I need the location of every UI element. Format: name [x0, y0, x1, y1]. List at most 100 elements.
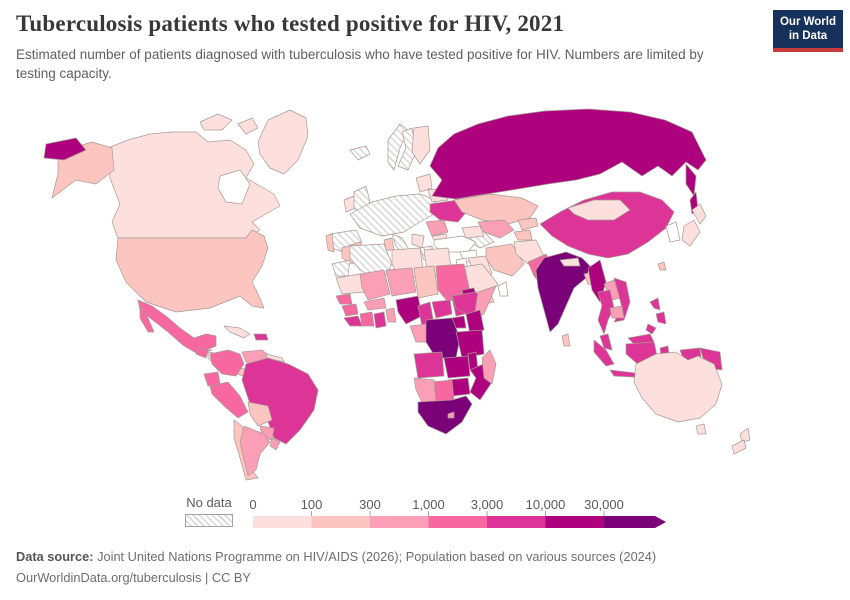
region-mexico[interactable] [137, 299, 217, 355]
region-central-african-republic[interactable] [431, 299, 453, 319]
region-japan[interactable] [691, 203, 707, 225]
region-chad[interactable] [413, 265, 439, 299]
region-burkina-faso[interactable] [363, 297, 387, 311]
region-thailand[interactable] [597, 289, 615, 335]
region-finland[interactable] [411, 125, 431, 165]
owid-logo-line2: in Data [788, 30, 828, 42]
region-oman[interactable] [497, 281, 509, 297]
region-united-states[interactable] [115, 229, 269, 313]
hudson-bay [217, 169, 251, 205]
region-vietnam[interactable] [613, 277, 631, 323]
legend-tick-1: 100 [301, 497, 323, 512]
legend-tick-3: 1,000 [412, 497, 445, 512]
region-tunisia[interactable] [383, 237, 395, 251]
no-data-swatch [185, 514, 233, 527]
legend-tick-0: 0 [249, 497, 256, 512]
owid-logo[interactable]: Our World in Data [773, 10, 843, 52]
region-malaysia[interactable] [599, 333, 613, 351]
region-lesotho[interactable] [447, 411, 455, 419]
legend-arrow [655, 516, 666, 528]
region-mongolia[interactable] [567, 199, 631, 221]
region-kenya[interactable] [465, 309, 485, 335]
region-madagascar[interactable] [481, 349, 497, 385]
region-sierra-leone-liberia[interactable] [343, 315, 363, 327]
region-balkans[interactable] [411, 233, 425, 249]
region-nigeria[interactable] [395, 295, 423, 325]
region-ecuador[interactable] [203, 371, 221, 387]
region-angola[interactable] [413, 351, 445, 379]
region-colombia[interactable] [209, 349, 245, 377]
region-kazakhstan[interactable] [453, 193, 539, 225]
region-south-africa[interactable] [417, 395, 473, 435]
region-guatemala[interactable] [195, 347, 209, 359]
region-western-sahara[interactable] [331, 259, 351, 277]
license-line[interactable]: OurWorldinData.org/tuberculosis | CC BY [16, 570, 251, 586]
region-niger[interactable] [385, 267, 417, 297]
region-zambia[interactable] [443, 355, 471, 379]
legend-swatch-1[interactable] [311, 516, 371, 528]
region-ghana[interactable] [373, 311, 387, 329]
region-senegal[interactable] [335, 293, 353, 305]
region-cuba[interactable] [223, 325, 251, 339]
region-togo-benin[interactable] [385, 307, 397, 323]
legend-swatch-5[interactable] [545, 516, 605, 528]
region-sri-lanka[interactable] [561, 333, 571, 347]
region-peru[interactable] [209, 381, 249, 419]
legend-color-bar[interactable]: 0 100 300 1,000 3,000 10,000 30,000 [240, 492, 680, 532]
region-portugal[interactable] [325, 233, 335, 253]
region-namibia[interactable] [413, 377, 437, 403]
region-chukotka[interactable] [43, 137, 87, 161]
region-brazil[interactable] [241, 357, 319, 445]
region-canada-arctic[interactable] [237, 117, 259, 135]
region-new-zealand[interactable] [731, 439, 747, 455]
legend-swatch-4[interactable] [487, 516, 546, 528]
legend-no-data[interactable]: No data [184, 495, 234, 527]
legend-swatch-3[interactable] [428, 516, 488, 528]
region-philippines[interactable] [649, 297, 661, 311]
region-tajikistan[interactable] [513, 229, 533, 241]
legend-swatch-6[interactable] [604, 516, 655, 528]
region-philippines[interactable] [655, 311, 667, 325]
region-japan[interactable] [681, 219, 701, 247]
region-kamchatka[interactable] [685, 163, 697, 197]
legend-swatch-0[interactable] [253, 516, 312, 528]
legend-swatch-2[interactable] [370, 516, 429, 528]
legend-no-data-label: No data [186, 495, 232, 510]
region-baltic-states[interactable] [415, 173, 433, 193]
region-uzbekistan[interactable] [477, 219, 515, 239]
region-greenland[interactable] [257, 109, 309, 175]
region-australia[interactable] [633, 351, 723, 423]
region-tasmania[interactable] [695, 423, 707, 435]
data-source-label: Data source: [16, 549, 94, 564]
region-indonesia-sumatra[interactable] [593, 339, 615, 367]
region-romania[interactable] [425, 219, 449, 237]
region-argentina[interactable] [239, 425, 271, 477]
region-russia[interactable] [429, 108, 707, 200]
region-canada[interactable] [107, 131, 281, 239]
region-sweden[interactable] [397, 127, 417, 171]
region-new-zealand[interactable] [739, 427, 751, 443]
region-iran[interactable] [485, 243, 525, 277]
legend-tick-4: 3,000 [471, 497, 504, 512]
region-iceland[interactable] [349, 145, 371, 161]
region-canada-arctic[interactable] [199, 113, 233, 131]
region-hispaniola[interactable] [253, 333, 269, 341]
region-korea[interactable] [665, 221, 681, 243]
region-mauritania[interactable] [335, 273, 365, 295]
region-guinea[interactable] [341, 303, 359, 317]
region-bolivia[interactable] [247, 401, 273, 427]
region-caucasus[interactable] [461, 225, 485, 239]
region-taiwan[interactable] [657, 261, 667, 271]
region-india[interactable] [535, 251, 591, 333]
region-cote-divoire[interactable] [359, 311, 375, 327]
region-uruguay[interactable] [269, 437, 281, 451]
region-nepal[interactable] [559, 257, 581, 267]
region-cambodia[interactable] [609, 305, 625, 319]
region-baja[interactable] [139, 305, 155, 333]
region-philippines[interactable] [645, 323, 657, 335]
region-mali[interactable] [359, 269, 391, 301]
legend-tick-2: 300 [359, 497, 381, 512]
region-tanzania[interactable] [455, 329, 485, 359]
region-kyrgyzstan[interactable] [517, 217, 539, 231]
